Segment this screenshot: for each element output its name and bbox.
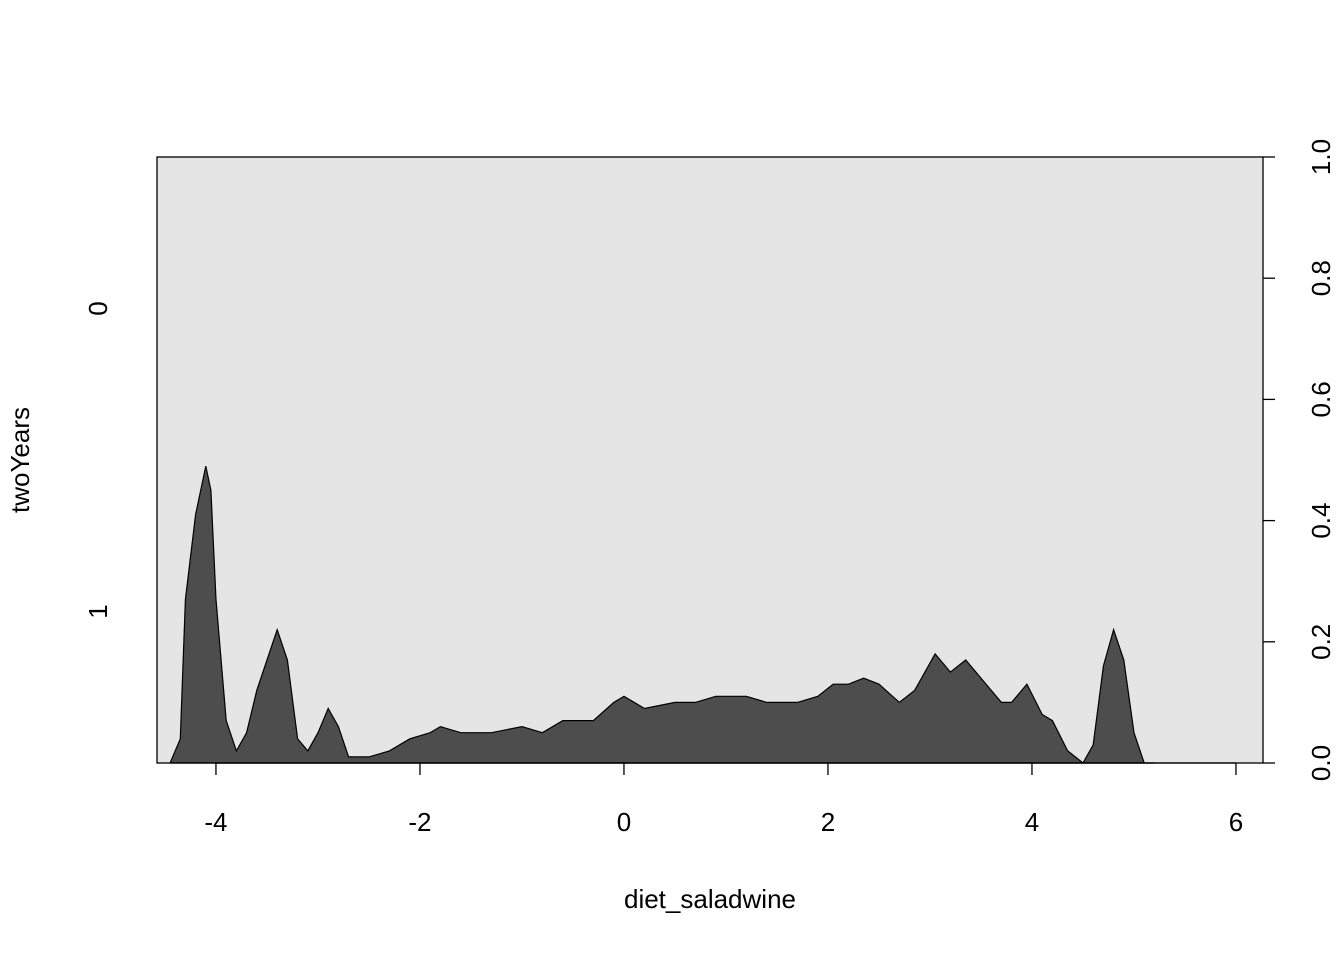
y2-tick-label: 0.0 bbox=[1306, 745, 1336, 781]
region-1-area bbox=[169, 465, 1155, 764]
y2-tick-label: 0.2 bbox=[1306, 624, 1336, 660]
x-tick-label: 2 bbox=[821, 807, 835, 837]
x-axis-label: diet_saladwine bbox=[624, 884, 796, 914]
y2-tick-label: 0.6 bbox=[1306, 381, 1336, 417]
y2-tick-label: 0.4 bbox=[1306, 503, 1336, 539]
x-tick-label: 0 bbox=[617, 807, 631, 837]
y-axis-label: twoYears bbox=[5, 407, 35, 513]
x-tick-label: -2 bbox=[408, 807, 431, 837]
y-category-label: 0 bbox=[83, 301, 113, 315]
x-tick-label: 4 bbox=[1025, 807, 1039, 837]
x-tick-label: 6 bbox=[1229, 807, 1243, 837]
y2-tick-label: 1.0 bbox=[1306, 139, 1336, 175]
x-tick-label: -4 bbox=[204, 807, 227, 837]
y2-tick-label: 0.8 bbox=[1306, 260, 1336, 296]
region-0 bbox=[157, 157, 1263, 763]
y-category-label: 1 bbox=[83, 604, 113, 618]
